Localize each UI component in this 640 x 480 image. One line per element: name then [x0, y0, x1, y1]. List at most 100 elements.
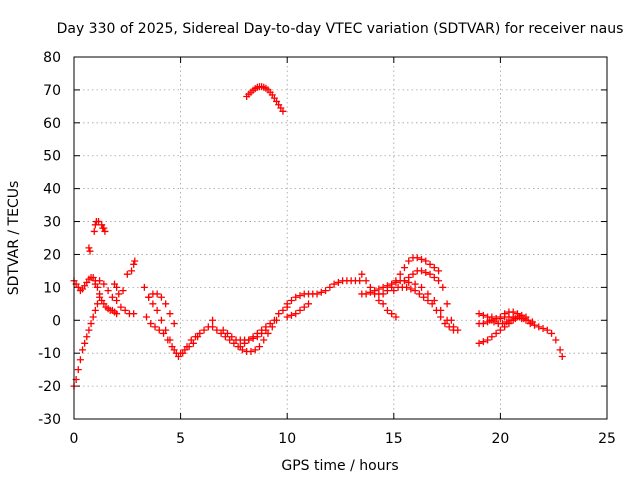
data-point	[89, 313, 97, 321]
data-point	[219, 326, 227, 334]
data-point	[131, 257, 139, 265]
y-tick-label: 10	[43, 280, 61, 296]
data-point	[86, 247, 94, 255]
data-point	[113, 310, 121, 318]
data-point	[228, 333, 236, 341]
data-point	[287, 297, 295, 305]
data-point	[379, 300, 387, 308]
data-point	[496, 313, 504, 321]
data-point	[524, 316, 532, 324]
data-point	[520, 315, 528, 323]
data-point	[379, 290, 387, 298]
data-point	[283, 300, 291, 308]
data-point	[326, 283, 334, 291]
data-point	[95, 218, 103, 226]
data-point	[407, 285, 415, 293]
data-point	[142, 313, 150, 321]
data-point	[424, 297, 432, 305]
data-point	[411, 287, 419, 295]
data-point	[113, 297, 121, 305]
data-point	[479, 320, 487, 328]
tick-labels: 0 5 10 15 20 25 -30 -20 -10 0 10 20 30 40 50 60 70 80	[38, 50, 616, 447]
data-point	[405, 278, 413, 286]
data-point	[362, 277, 370, 285]
data-point	[123, 270, 131, 278]
y-axis-label: SDTVAR / TECUs	[6, 181, 22, 296]
data-point	[101, 227, 109, 235]
data-point	[511, 315, 519, 323]
data-point	[200, 326, 208, 334]
data-point	[358, 270, 366, 278]
data-point	[475, 339, 483, 347]
data-point	[411, 280, 419, 288]
data-point	[556, 346, 564, 354]
data-point	[164, 336, 172, 344]
data-point	[189, 339, 197, 347]
data-point	[155, 326, 163, 334]
data-point	[366, 288, 374, 296]
data-point	[552, 336, 560, 344]
data-point	[392, 313, 400, 321]
series-arc-c	[91, 277, 138, 318]
data-point	[91, 306, 99, 314]
series-arc-p	[358, 277, 457, 331]
data-point	[484, 336, 492, 344]
series-arc-n	[390, 283, 462, 334]
data-marks	[70, 83, 566, 390]
data-point	[168, 343, 176, 351]
data-point	[108, 293, 116, 301]
data-point	[430, 273, 438, 281]
plot-frame	[73, 56, 608, 420]
data-point	[420, 293, 428, 301]
data-point	[443, 316, 451, 324]
data-point	[492, 329, 500, 337]
data-point	[90, 227, 98, 235]
x-tick-label: 25	[598, 431, 616, 447]
data-point	[260, 336, 268, 344]
y-tick-label: 20	[43, 247, 61, 263]
data-point	[130, 310, 138, 318]
data-point	[275, 310, 283, 318]
data-point	[501, 310, 509, 318]
data-point	[266, 320, 274, 328]
data-point	[74, 366, 82, 374]
data-point	[162, 300, 170, 308]
data-point	[249, 333, 257, 341]
data-point	[305, 300, 313, 308]
data-point	[437, 313, 445, 321]
data-point	[128, 267, 136, 275]
data-point	[153, 290, 161, 298]
data-point	[507, 316, 515, 324]
data-point	[170, 320, 178, 328]
data-point	[104, 287, 112, 295]
data-point	[236, 343, 244, 351]
y-tick-label: -20	[38, 379, 61, 395]
data-point	[300, 303, 308, 311]
data-point	[362, 290, 370, 298]
data-point	[422, 269, 430, 277]
data-point	[403, 283, 411, 291]
data-point	[539, 325, 547, 332]
data-point	[418, 255, 426, 263]
data-point	[437, 306, 445, 314]
y-tick-label: 0	[52, 313, 61, 329]
data-point	[548, 329, 556, 337]
chart-title: Day 330 of 2025, Sidereal Day-to-day VTE…	[57, 21, 624, 37]
data-point	[85, 244, 93, 252]
y-tick-label: 30	[43, 215, 61, 231]
x-tick-label: 20	[491, 431, 509, 447]
data-point	[488, 333, 496, 341]
data-point	[100, 224, 108, 232]
data-point	[535, 323, 543, 331]
data-point	[430, 264, 438, 272]
data-point	[287, 311, 295, 319]
data-point	[430, 297, 438, 305]
data-point	[435, 267, 443, 275]
data-point	[258, 326, 266, 334]
data-point	[490, 318, 498, 326]
data-point	[87, 320, 95, 328]
data-point	[177, 349, 185, 357]
x-tick-label: 15	[385, 431, 403, 447]
data-point	[160, 329, 168, 337]
